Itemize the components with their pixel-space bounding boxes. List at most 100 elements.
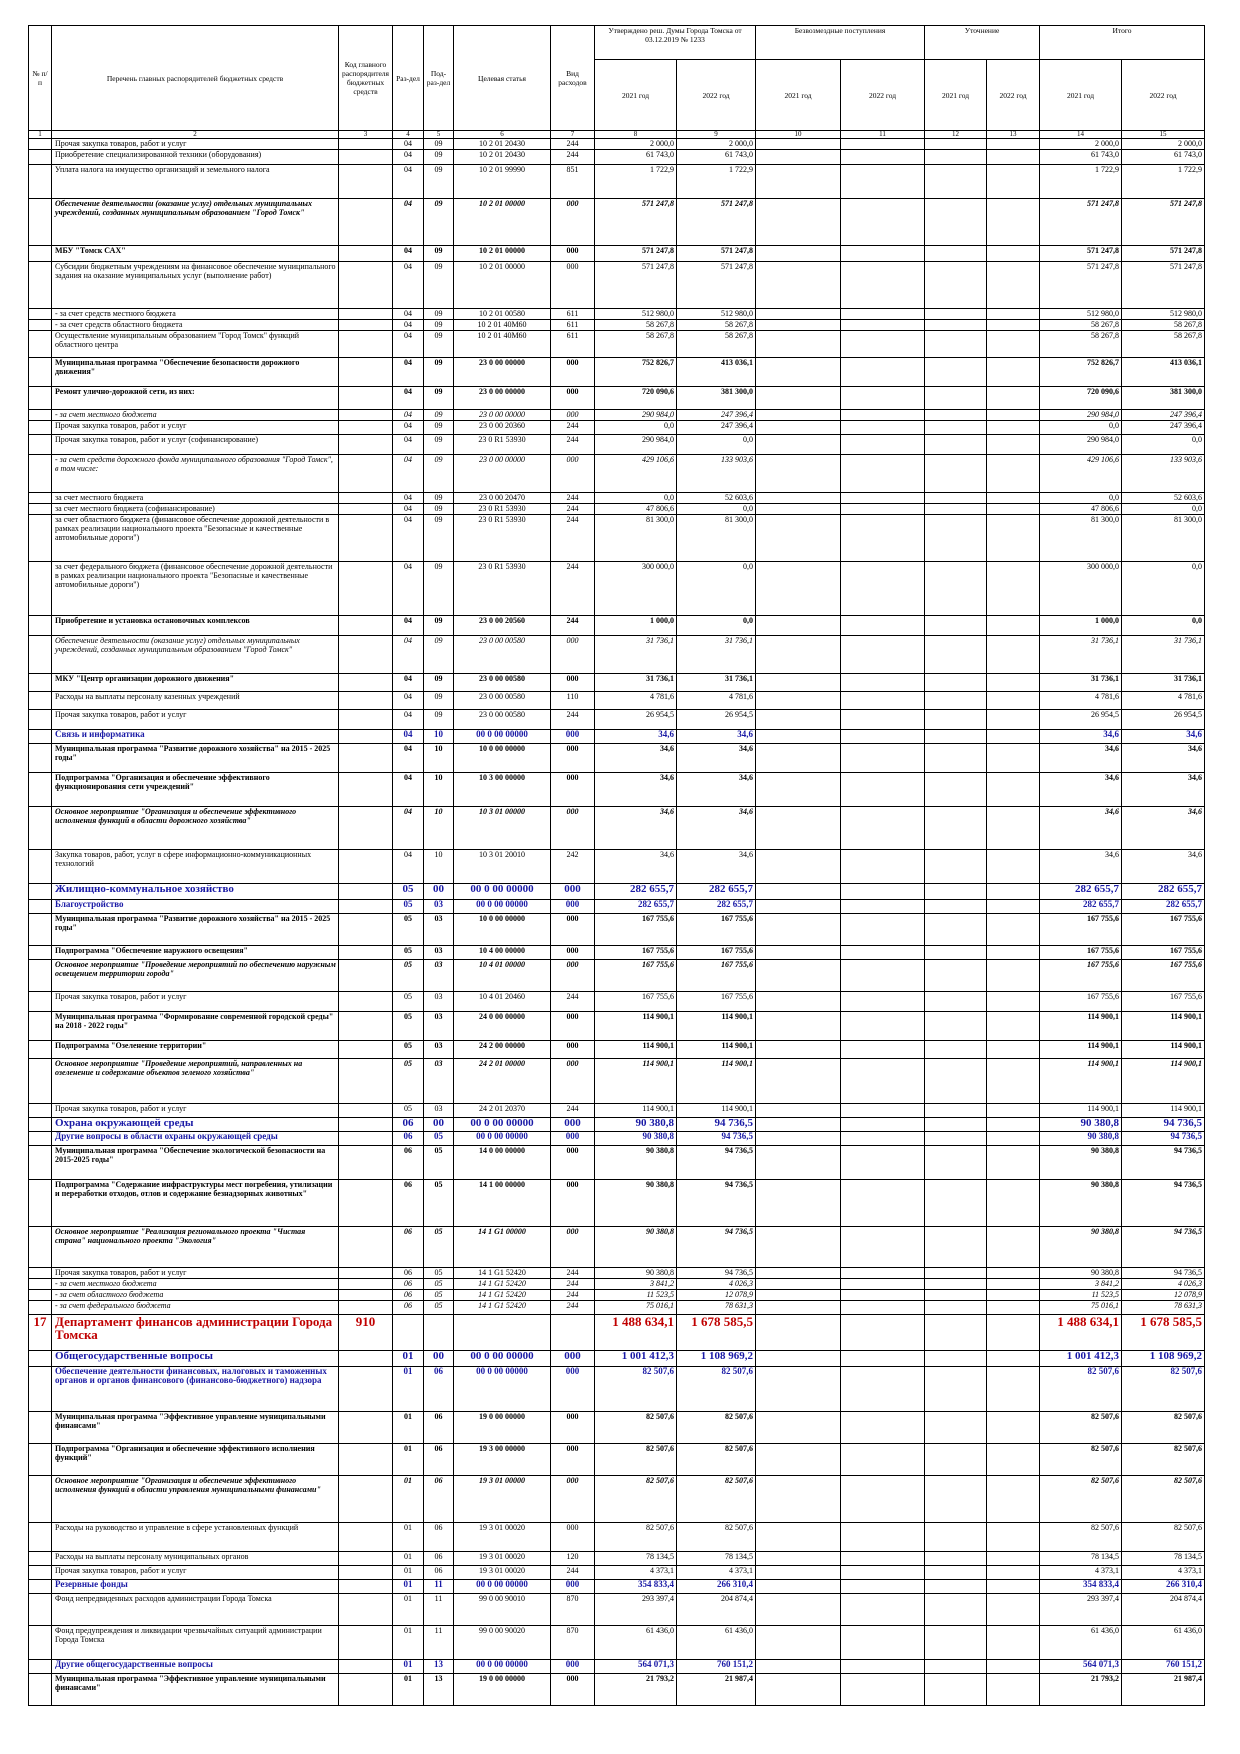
admin-code: 910 — [338, 1314, 393, 1351]
header-group: Итого — [1039, 25, 1206, 60]
total-2021: 114 900,1 — [1039, 1011, 1123, 1041]
table-row: Уплата налога на имущество организаций и… — [28, 164, 1206, 199]
total-2021: 282 655,7 — [1039, 883, 1123, 900]
header-group: Уточнение — [924, 25, 1041, 60]
expense-kind: 000 — [550, 1475, 595, 1523]
empty-cell — [924, 149, 988, 165]
total-2021: 4 781,6 — [1039, 691, 1123, 710]
empty-cell — [986, 434, 1041, 455]
approved-2022: 78 134,5 — [675, 1551, 757, 1566]
empty-cell — [338, 729, 393, 744]
empty-cell — [28, 492, 52, 504]
empty-cell — [338, 1625, 393, 1660]
item-name: Обеспечение деятельности финансовых, нал… — [51, 1366, 339, 1412]
empty-cell — [338, 991, 393, 1012]
empty-cell — [986, 635, 1041, 674]
item-name: Обеспечение деятельности (оказание услуг… — [51, 635, 339, 674]
approved-2021: 90 380,8 — [594, 1267, 677, 1279]
expense-kind: 000 — [550, 913, 595, 946]
section: 04 — [392, 434, 424, 455]
empty-cell — [840, 1551, 926, 1566]
empty-cell — [986, 1625, 1041, 1660]
approved-2022: 512 980,0 — [675, 308, 757, 320]
approved-2021: 571 247,8 — [594, 261, 677, 309]
section: 05 — [392, 1011, 424, 1041]
subsection: 06 — [423, 1443, 454, 1476]
empty-cell — [986, 691, 1041, 710]
empty-cell — [338, 357, 393, 387]
empty-cell — [840, 899, 926, 914]
expense-kind: 000 — [550, 198, 595, 246]
empty-cell — [755, 729, 842, 744]
table-row: Общегосударственные вопросы 01 00 00 0 00 0… — [28, 1350, 1206, 1367]
empty-cell — [840, 434, 926, 455]
column-number: 14 — [1039, 130, 1123, 139]
item-name: Прочая закупка товаров, работ и услуг — [51, 420, 339, 435]
total-2021: 90 380,8 — [1039, 1179, 1123, 1227]
empty-cell — [924, 1058, 988, 1104]
empty-cell — [924, 729, 988, 744]
subsection: 03 — [423, 1011, 454, 1041]
total-2021: 0,0 — [1039, 420, 1123, 435]
subsection: 00 — [423, 883, 454, 900]
section: 05 — [392, 1058, 424, 1104]
target-article: 10 3 00 00000 — [453, 772, 551, 807]
total-2021: 90 380,8 — [1039, 1131, 1123, 1146]
empty-cell — [28, 1300, 52, 1315]
section: 04 — [392, 330, 424, 358]
total-2021: 512 980,0 — [1039, 308, 1123, 320]
approved-2021: 354 833,4 — [594, 1579, 677, 1594]
empty-cell — [28, 1475, 52, 1523]
empty-cell — [755, 1314, 842, 1351]
column-number: 12 — [924, 130, 988, 139]
item-name: - за счет областного бюджета — [51, 1289, 339, 1301]
subsection: 00 — [423, 1350, 454, 1367]
total-2022: 114 900,1 — [1121, 1058, 1206, 1104]
total-2022: 94 736,5 — [1121, 1131, 1206, 1146]
total-2022: 82 507,6 — [1121, 1443, 1206, 1476]
empty-cell — [28, 308, 52, 320]
table-row: Основное мероприятие "Организация и обес… — [28, 806, 1206, 850]
approved-2022: 78 631,3 — [675, 1300, 757, 1315]
empty-cell — [924, 945, 988, 960]
empty-cell — [338, 1475, 393, 1523]
section: 01 — [392, 1443, 424, 1476]
empty-cell — [28, 420, 52, 435]
expense-kind: 244 — [550, 1267, 595, 1279]
empty-cell — [453, 1314, 551, 1351]
subsection: 06 — [423, 1551, 454, 1566]
table-row: Муниципальная программа "Формирование со… — [28, 1011, 1206, 1041]
empty-cell — [924, 1411, 988, 1444]
target-article: 23 0 00 20360 — [453, 420, 551, 435]
table-row: Осуществление муниципальным образованием… — [28, 330, 1206, 358]
empty-cell — [924, 1011, 988, 1041]
total-2022: 571 247,8 — [1121, 261, 1206, 309]
approved-2021: 61 436,0 — [594, 1625, 677, 1660]
item-name: Муниципальная программа "Эффективное упр… — [51, 1673, 339, 1706]
approved-2021: 3 841,2 — [594, 1278, 677, 1290]
table-row: Благоустройство 05 03 00 0 00 00000 000 282 6… — [28, 899, 1206, 914]
total-2021: 82 507,6 — [1039, 1443, 1123, 1476]
empty-cell — [338, 1443, 393, 1476]
total-2021: 34,6 — [1039, 729, 1123, 744]
target-article: 14 1 00 00000 — [453, 1179, 551, 1227]
empty-cell — [755, 409, 842, 421]
section: 06 — [392, 1117, 424, 1132]
empty-cell — [986, 561, 1041, 616]
total-2022: 31 736,1 — [1121, 635, 1206, 674]
table-row: Ремонт улично-дорожной сети, из них: 04 09… — [28, 386, 1206, 410]
empty-cell — [755, 434, 842, 455]
empty-cell — [986, 772, 1041, 807]
total-2021: 21 793,2 — [1039, 1673, 1123, 1706]
subsection: 03 — [423, 959, 454, 992]
item-name: за счет местного бюджета — [51, 492, 339, 504]
section: 04 — [392, 308, 424, 320]
subsection: 09 — [423, 492, 454, 504]
target-article: 23 0 00 00580 — [453, 709, 551, 730]
total-2021: 167 755,6 — [1039, 913, 1123, 946]
expense-kind: 000 — [550, 1011, 595, 1041]
header-group: Безвозмездные поступления — [755, 25, 926, 60]
total-2022: 4 026,3 — [1121, 1278, 1206, 1290]
table-row: Приобретение специализированной техники … — [28, 149, 1206, 165]
total-2022: 78 631,3 — [1121, 1300, 1206, 1315]
